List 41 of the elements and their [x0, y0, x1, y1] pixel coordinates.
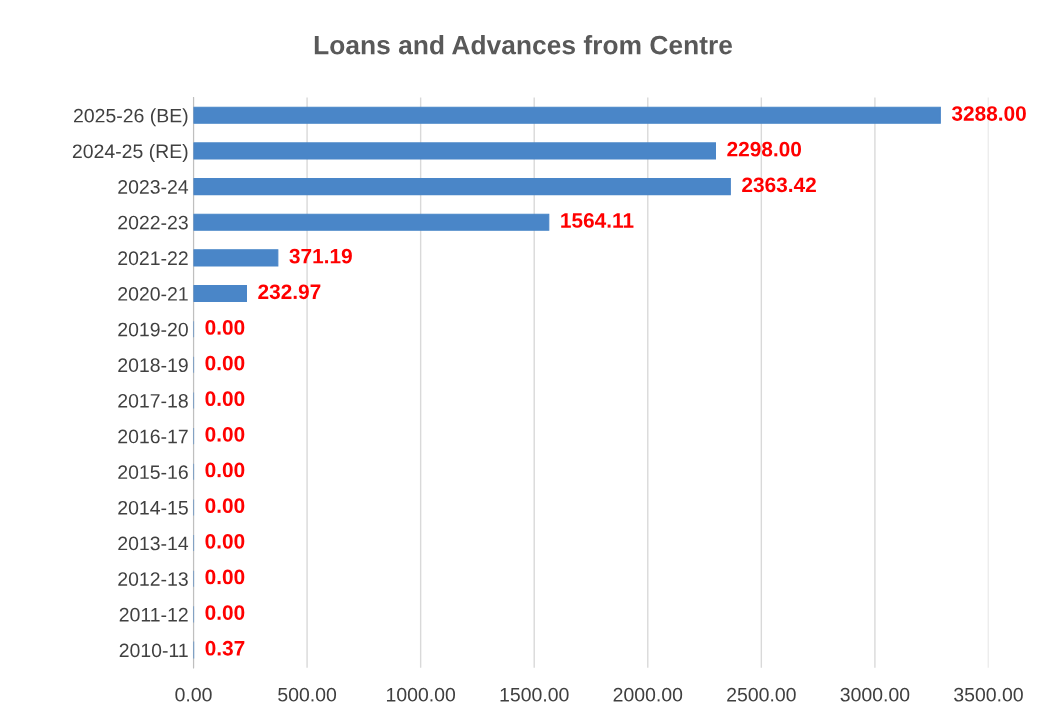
y-tick-label: 2014-15: [118, 500, 188, 515]
data-label: 0.00: [205, 426, 245, 442]
data-label: 0.00: [205, 320, 245, 335]
data-label: 0.00: [205, 605, 245, 620]
x-tick-label: 2000.00: [613, 687, 683, 702]
y-tick-label: 2018-19: [118, 358, 188, 373]
y-tick-label: 2015-16: [118, 465, 188, 480]
data-label: 0.00: [205, 498, 245, 514]
data-label: 0.00: [205, 569, 245, 585]
data-label: 371.19: [289, 248, 352, 264]
data-label: 2298.00: [727, 141, 802, 157]
data-label: 2363.42: [742, 177, 816, 193]
data-label: 0.00: [205, 462, 245, 478]
x-tick-label: 500.00: [278, 687, 337, 702]
x-tick-label: 3500.00: [954, 687, 1023, 702]
y-tick-label: 2021-22: [118, 251, 188, 266]
data-label: 0.00: [205, 391, 245, 407]
data-label: 0.00: [205, 355, 245, 371]
y-tick-label: 2020-21: [118, 287, 188, 301]
x-tick-label: 2500.00: [727, 687, 796, 702]
y-tick-label: 2023-24: [118, 180, 189, 194]
data-label: 3288.00: [951, 106, 1026, 121]
y-tick-label: 2013-14: [118, 536, 189, 551]
y-tick-label: 2024-25 (RE): [72, 143, 188, 163]
y-tick-label: 2019-20: [118, 322, 188, 337]
x-tick-label: 1000.00: [386, 687, 456, 702]
data-label: 232.97: [258, 284, 321, 300]
y-tick-label: 2016-17: [118, 429, 188, 444]
x-tick-label: 0.00: [175, 687, 212, 702]
data-label: 1564.11: [561, 213, 634, 228]
x-tick-label: 3000.00: [840, 687, 910, 702]
y-tick-label: 2025-26 (BE): [73, 108, 188, 127]
y-tick-label: 2011-12: [119, 607, 188, 622]
y-tick-label: 2010-11: [119, 643, 188, 658]
data-label: 0.37: [205, 640, 245, 656]
x-tick-label: 1500.00: [500, 687, 569, 702]
y-tick-label: 2022-23: [118, 215, 188, 230]
y-tick-label: 2017-18: [118, 393, 188, 408]
y-tick-label: 2012-13: [118, 572, 188, 586]
data-label: 0.00: [205, 533, 245, 549]
chart-title: Loans and Advances from Centre: [314, 35, 733, 55]
